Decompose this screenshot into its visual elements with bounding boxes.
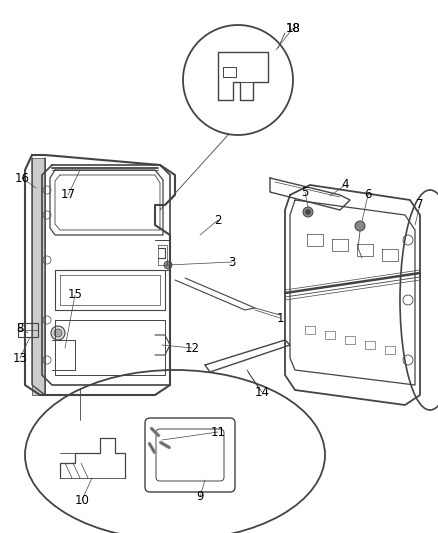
- Circle shape: [54, 329, 62, 337]
- Text: 3: 3: [228, 255, 236, 269]
- Circle shape: [51, 326, 65, 340]
- Circle shape: [164, 261, 172, 269]
- Circle shape: [305, 209, 311, 214]
- Text: 7: 7: [416, 198, 424, 212]
- Text: 5: 5: [301, 185, 309, 198]
- Text: 9: 9: [196, 490, 204, 504]
- Text: 15: 15: [67, 288, 82, 302]
- Text: 4: 4: [341, 179, 349, 191]
- Text: 13: 13: [13, 351, 28, 365]
- Text: 16: 16: [14, 172, 29, 184]
- Text: 10: 10: [74, 494, 89, 506]
- Polygon shape: [32, 158, 45, 395]
- Text: 17: 17: [60, 189, 75, 201]
- Text: 18: 18: [286, 21, 300, 35]
- Text: 8: 8: [16, 321, 24, 335]
- Text: 2: 2: [214, 214, 222, 227]
- Circle shape: [355, 221, 365, 231]
- Circle shape: [303, 207, 313, 217]
- Text: 11: 11: [211, 425, 226, 439]
- Text: 18: 18: [286, 21, 300, 35]
- Text: 1: 1: [276, 311, 284, 325]
- Text: 6: 6: [364, 189, 372, 201]
- Text: 14: 14: [254, 385, 269, 399]
- Text: 12: 12: [184, 342, 199, 354]
